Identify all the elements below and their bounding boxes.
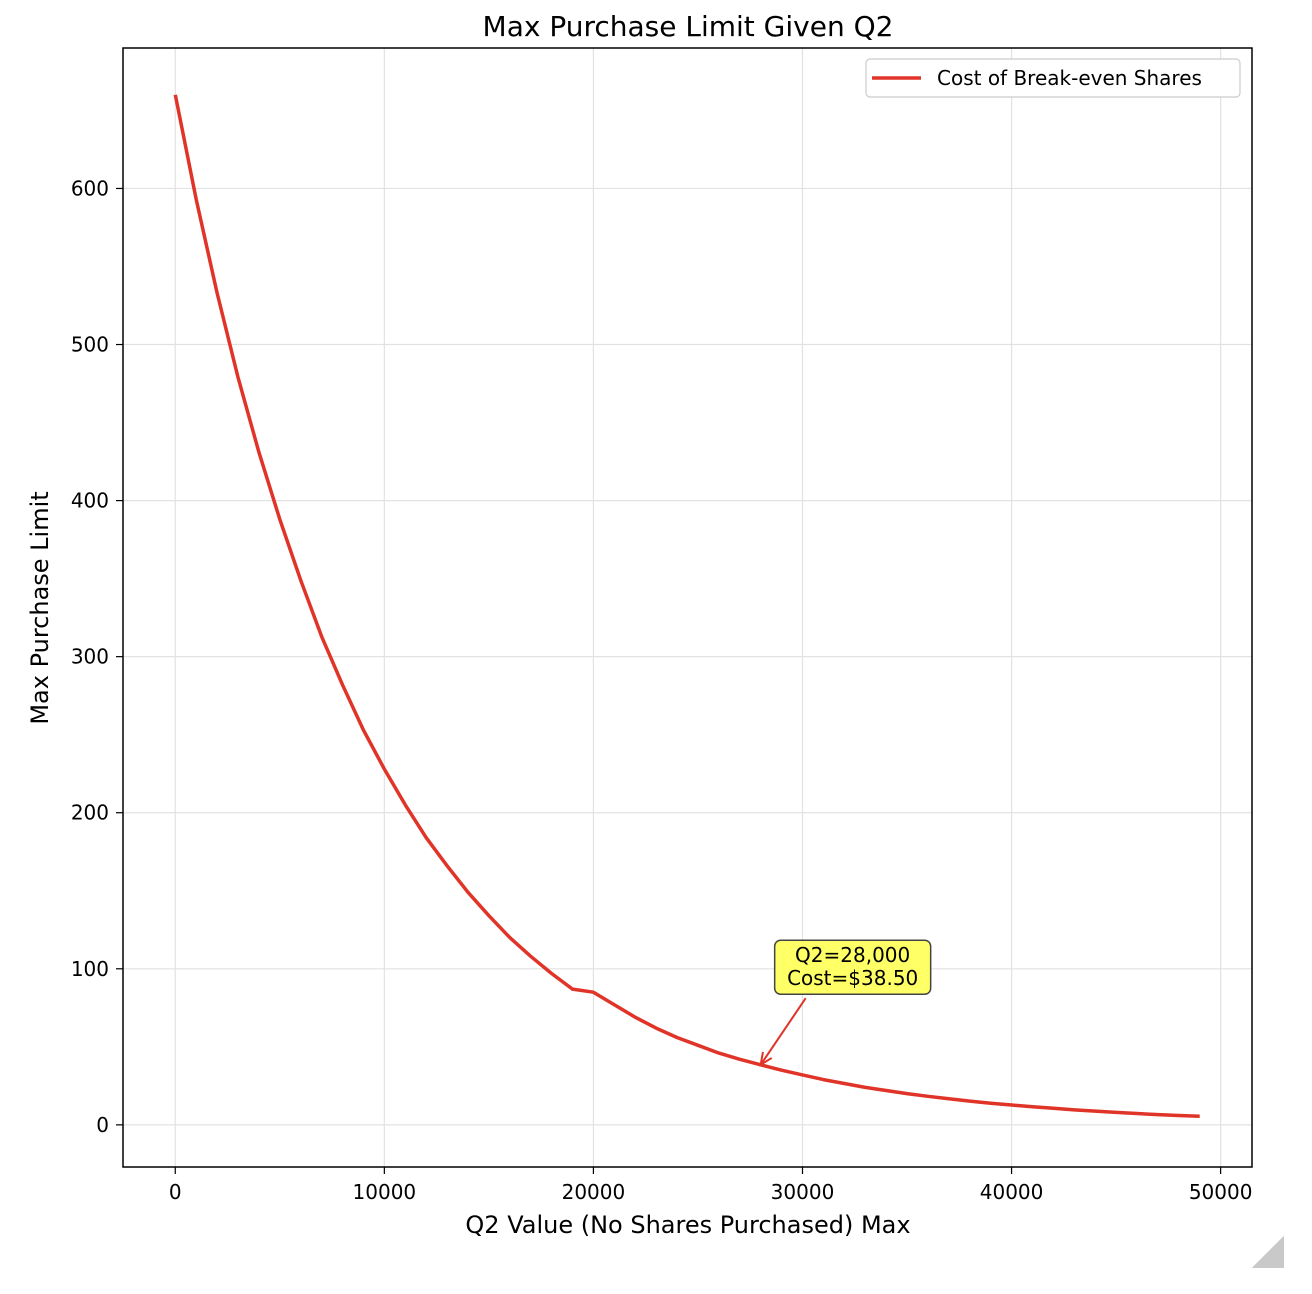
annotation: Q2=28,000 Cost=$38.50 — [759, 939, 932, 1067]
axis-ticks: 0 10000 20000 30000 40000 50000 0 100 200 300 400 5… — [71, 176, 1253, 1204]
y-tick-label: 600 — [71, 176, 109, 200]
annotation-arrow — [759, 997, 807, 1066]
annotation-arrow-head — [759, 1051, 773, 1067]
x-tick-label: 0 — [169, 1180, 182, 1204]
x-tick-label: 40000 — [980, 1180, 1044, 1204]
legend-label: Cost of Break-even Shares — [937, 66, 1202, 90]
x-tick-label: 10000 — [353, 1180, 417, 1204]
annotation-box — [773, 939, 932, 995]
annotation-text-line1: Q2=28,000 — [795, 943, 910, 967]
plot-frame — [122, 47, 1253, 1168]
x-tick-label: 50000 — [1189, 1180, 1253, 1204]
y-tick-label: 300 — [71, 645, 109, 669]
legend-frame — [865, 58, 1241, 98]
x-axis-label: Q2 Value (No Shares Purchased) Max — [465, 1211, 910, 1239]
y-tick-label: 200 — [71, 801, 109, 825]
y-tick-label: 500 — [71, 333, 109, 357]
y-tick-label: 100 — [71, 957, 109, 981]
legend: Cost of Break-even Shares — [865, 58, 1241, 98]
series-line-cost-of-break-even-shares — [173, 94, 1200, 1119]
chart-title: Max Purchase Limit Given Q2 — [483, 10, 894, 43]
grid — [123, 48, 1252, 1167]
y-axis-label: Max Purchase Limit — [26, 491, 54, 724]
x-tick-label: 20000 — [562, 1180, 626, 1204]
annotation-text-line2: Cost=$38.50 — [787, 966, 918, 990]
y-tick-label: 0 — [96, 1113, 109, 1137]
resize-corner-icon — [1252, 1236, 1284, 1268]
y-tick-label: 400 — [71, 489, 109, 513]
x-tick-label: 30000 — [771, 1180, 835, 1204]
